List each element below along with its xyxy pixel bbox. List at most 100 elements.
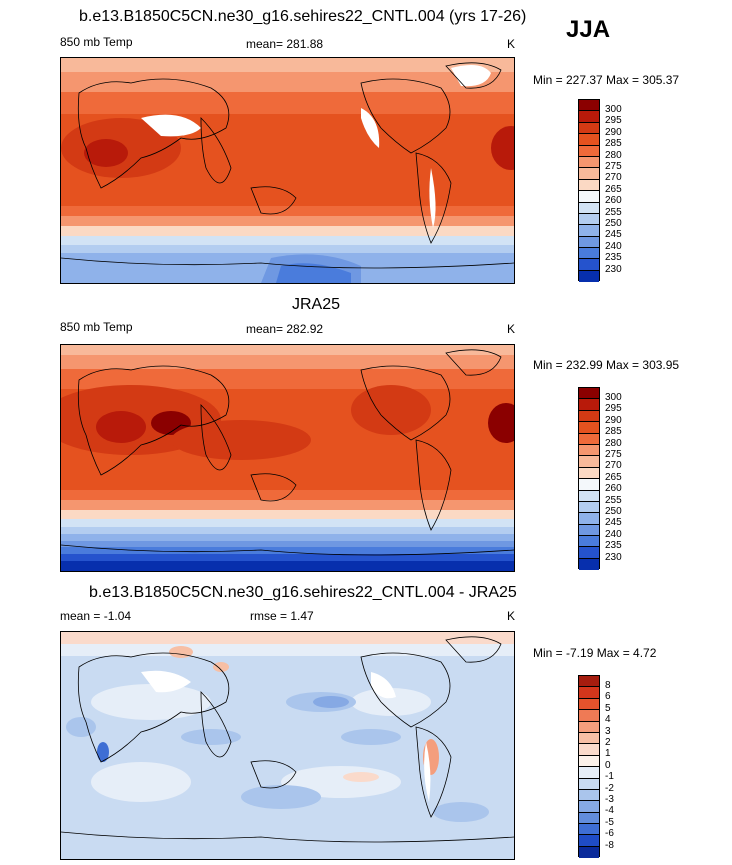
panel1-colorbar-box (579, 100, 599, 112)
panel2-colorbar-tick: 280 (605, 438, 622, 449)
panel1-colorbar-tick: 280 (605, 150, 622, 161)
season-label: JJA (566, 16, 611, 43)
panel1-colorbar-box (579, 122, 599, 135)
panel1-colorbar-tick: 260 (605, 195, 622, 206)
panel1-colorbar-box (579, 179, 599, 192)
panel2-colorbar-box (579, 479, 599, 491)
panel3-center-label: rmse = 1.47 (250, 609, 314, 623)
panel1-colorbar-tick: 250 (605, 218, 622, 229)
panel1-colorbar-tick: 300 (605, 104, 622, 115)
panel3-colorbar-tick: -4 (605, 805, 614, 816)
panel2-colorbar-box (579, 410, 599, 423)
panel3-colorbar-box (579, 698, 599, 711)
panel1-title: b.e13.B1850C5CN.ne30_g16.sehires22_CNTL.… (79, 8, 527, 25)
panel2-colorbar-tick: 290 (605, 415, 622, 426)
panel1-colorbar-tick: 255 (605, 207, 622, 218)
panel2-colorbar-tick: 230 (605, 552, 622, 563)
panel3-colorbar-tick: -3 (605, 794, 614, 805)
panel3-colorbar-box (579, 767, 599, 779)
panel1-colorbar-box (579, 248, 599, 260)
panel2-colorbar-tick: 295 (605, 403, 622, 414)
panel3-colorbar-box (579, 732, 599, 745)
panel2-center-label: mean= 282.92 (246, 322, 324, 336)
panel3-title: b.e13.B1850C5CN.ne30_g16.sehires22_CNTL.… (89, 584, 517, 601)
panel1-colorbar-tick: 240 (605, 241, 622, 252)
panel2-colorbar-box (579, 547, 599, 559)
panel1-map (60, 57, 515, 284)
panel3-colorbar-tick: 5 (605, 703, 611, 714)
panel3-map (60, 631, 515, 860)
panel3-colorbar-tick: 4 (605, 714, 611, 725)
panel2-colorbar-box (579, 467, 599, 480)
panel3-colorbar-box (579, 846, 599, 859)
panel2-colorbar-box (579, 501, 599, 514)
panel2-colorbar-box (579, 456, 599, 468)
panel2-left-label: 850 mb Temp (60, 320, 133, 334)
panel3-right-label: K (507, 609, 516, 623)
panel2-colorbar-box (579, 558, 599, 571)
panel1-colorbar-box (579, 168, 599, 180)
panel2-colorbar-box (579, 388, 599, 400)
panel1-map-svg (61, 58, 514, 283)
panel3-colorbar-box (579, 824, 599, 836)
panel3-colorbar-tick: -1 (605, 771, 614, 782)
panel1-colorbar-tick: 295 (605, 115, 622, 126)
panel1-colorbar-box (579, 134, 599, 146)
panel3-map-svg (61, 632, 514, 859)
panel1-colorbar (578, 99, 600, 283)
panel2-colorbar-tick: 275 (605, 449, 622, 460)
panel3-colorbar-box (579, 676, 599, 688)
panel1-colorbar-box (579, 111, 599, 123)
panel2-colorbar-box (579, 524, 599, 537)
panel3-minmax: Min = -7.19 Max = 4.72 (533, 646, 657, 660)
panel1-colorbar-box (579, 270, 599, 283)
panel2-map (60, 344, 515, 572)
panel2-colorbar-box (579, 490, 599, 502)
panel3-colorbar (578, 675, 600, 859)
panel1-colorbar-tick: 285 (605, 138, 622, 149)
panel1-right-label: K (507, 37, 516, 51)
panel1-colorbar-tick: 265 (605, 184, 622, 195)
panel2-colorbar-tick: 235 (605, 540, 622, 551)
panel2-colorbar-tick: 300 (605, 392, 622, 403)
panel3-colorbar-tick: 8 (605, 680, 611, 691)
panel1-colorbar-tick: 245 (605, 229, 622, 240)
panel1-colorbar-box (579, 236, 599, 249)
panel2-colorbar-box (579, 422, 599, 434)
panel3-colorbar-box (579, 710, 599, 722)
panel1-colorbar-tick: 275 (605, 161, 622, 172)
panel1-colorbar-box (579, 191, 599, 203)
panel3-colorbar-box (579, 789, 599, 802)
panel3-colorbar-tick: 0 (605, 760, 611, 771)
panel3-colorbar-box (579, 812, 599, 825)
panel3-colorbar-box (579, 721, 599, 733)
panel2-right-label: K (507, 322, 516, 336)
panel3-colorbar-box (579, 687, 599, 699)
panel1-colorbar-box (579, 202, 599, 214)
panel1-colorbar-tick: 290 (605, 127, 622, 138)
panel1-colorbar-box (579, 213, 599, 226)
panel3-colorbar-tick: -8 (605, 840, 614, 851)
panel3-colorbar-tick: 6 (605, 691, 611, 702)
panel1-colorbar-tick: 270 (605, 172, 622, 183)
panel2-map-svg (61, 345, 514, 571)
panel3-colorbar-box (579, 755, 599, 768)
panel3-colorbar-tick: 2 (605, 737, 611, 748)
panel3-colorbar-box (579, 778, 599, 790)
panel3-colorbar-box (579, 835, 599, 847)
panel1-colorbar-box (579, 145, 599, 157)
panel2-colorbar-box (579, 513, 599, 525)
panel2-colorbar-tick: 245 (605, 517, 622, 528)
panel2-colorbar (578, 387, 600, 571)
panel3-colorbar-box (579, 801, 599, 813)
panel2-colorbar-tick: 270 (605, 460, 622, 471)
panel1-colorbar-tick: 230 (605, 264, 622, 275)
panel1-left-label: 850 mb Temp (60, 35, 133, 49)
panel2-colorbar-tick: 250 (605, 506, 622, 517)
panel2-colorbar-tick: 260 (605, 483, 622, 494)
panel2-colorbar-tick: 285 (605, 426, 622, 437)
panel3-colorbar-tick: 1 (605, 748, 611, 759)
panel3-colorbar-tick: -5 (605, 817, 614, 828)
panel2-minmax: Min = 232.99 Max = 303.95 (533, 358, 680, 372)
panel2-colorbar-box (579, 444, 599, 457)
